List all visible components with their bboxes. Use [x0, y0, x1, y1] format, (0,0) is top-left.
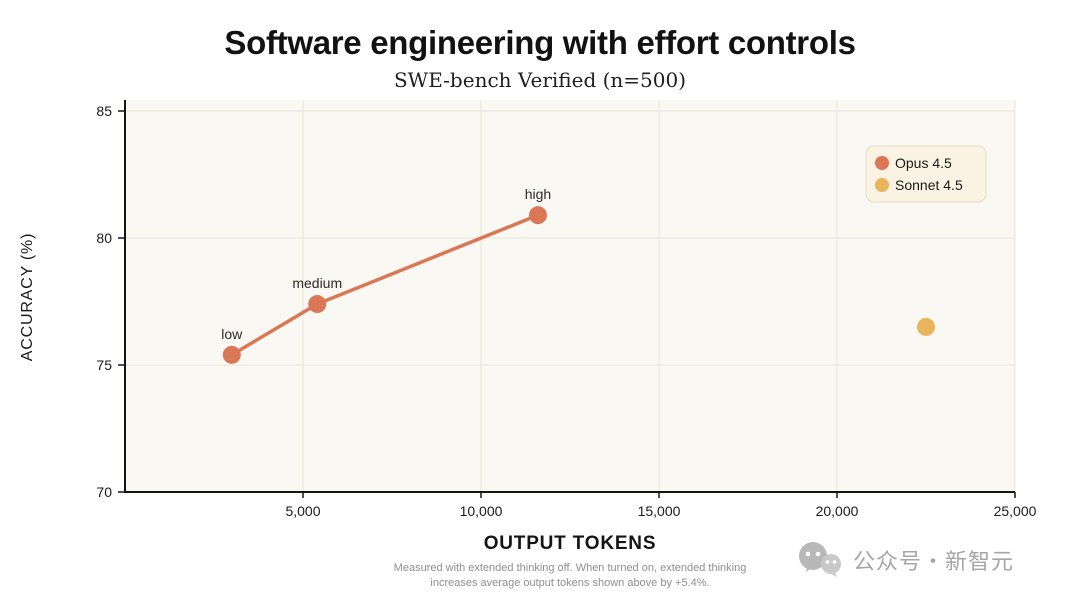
chart-title: Software engineering with effort control… [224, 24, 856, 61]
footnote-line-2: increases average output tokens shown ab… [430, 577, 710, 589]
point-label-low: low [221, 326, 243, 342]
footnote-line-1: Measured with extended thinking off. Whe… [393, 562, 747, 574]
watermark: 公众号・新智元 [797, 541, 1014, 579]
data-point-sonnet-4-5 [917, 317, 935, 336]
y-tick-label: 70 [96, 484, 112, 500]
chart-subtitle: SWE-bench Verified (n=500) [393, 68, 687, 92]
data-point-opus-4-5-medium [308, 295, 327, 314]
point-label-medium: medium [292, 275, 342, 291]
chart-footnote: Measured with extended thinking off. Whe… [125, 561, 1015, 591]
legend-label-sonnet-4-5: Sonnet 4.5 [895, 177, 963, 193]
x-tick-label: 10,000 [460, 503, 503, 519]
data-point-opus-4-5-high [528, 206, 547, 225]
wechat-icon [798, 542, 841, 577]
legend-dot-opus-4-5 [875, 156, 889, 170]
x-tick-label: 25,000 [994, 503, 1037, 519]
point-label-high: high [525, 186, 551, 202]
legend-box [865, 145, 987, 203]
legend-label-opus-4-5: Opus 4.5 [895, 155, 952, 171]
data-point-opus-4-5-low [222, 345, 241, 364]
y-tick-label: 85 [96, 103, 112, 119]
watermark-text: 公众号・新智元 [852, 549, 1014, 574]
x-tick-label: 5,000 [285, 503, 320, 519]
y-tick-label: 75 [96, 357, 112, 373]
x-tick-label: 20,000 [816, 503, 859, 519]
y-tick-label: 80 [96, 230, 112, 246]
legend-dot-sonnet-4-5 [875, 178, 889, 192]
x-axis-label: OUTPUT TOKENS [483, 533, 657, 554]
x-tick-label: 15,000 [638, 503, 681, 519]
y-axis-label: ACCURACY (%) [19, 232, 36, 362]
